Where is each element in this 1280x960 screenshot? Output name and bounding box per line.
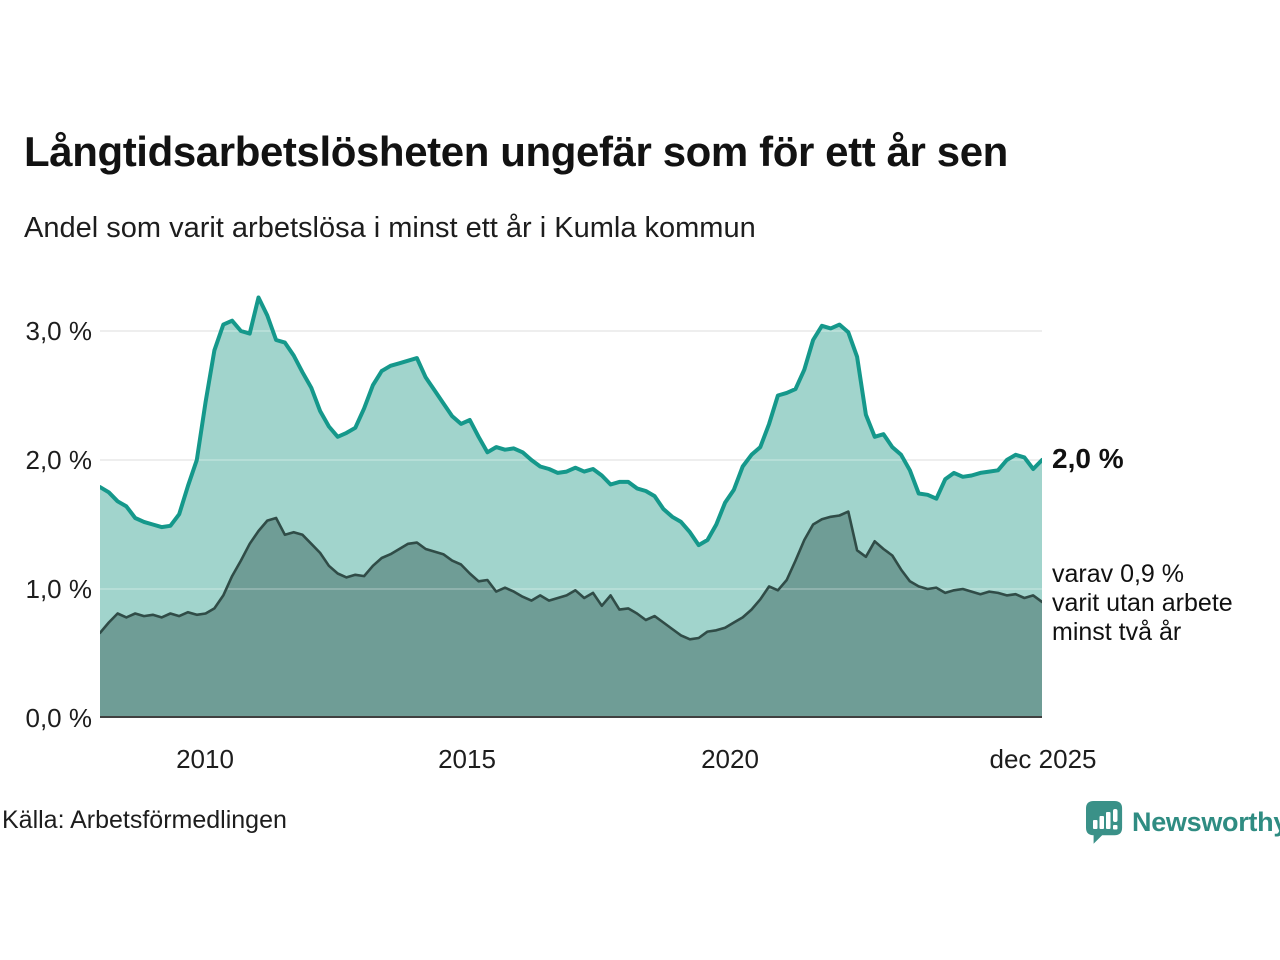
x-axis: 2010 2015 2020 dec 2025: [100, 744, 1096, 778]
y-axis: 3,0 % 2,0 % 1,0 % 0,0 %: [0, 290, 93, 733]
area-chart: [98, 295, 1044, 718]
x-tick-2010: 2010: [176, 744, 234, 774]
area-fill-two-years: [100, 511, 1042, 718]
y-tick-2: 2,0 %: [25, 445, 93, 475]
newsworthy-logo-icon: [1086, 801, 1123, 844]
page-subtitle: Andel som varit arbetslösa i minst ett å…: [24, 212, 756, 244]
x-tick-dec-2025: dec 2025: [989, 744, 1097, 774]
y-tick-1: 1,0 %: [25, 574, 93, 604]
source-note: Källa: Arbetsförmedlingen: [2, 806, 287, 834]
x-tick-2015: 2015: [438, 744, 496, 774]
two-year-note: varav 0,9 % varit utan arbete minst två …: [1052, 560, 1233, 646]
latest-value-label: 2,0 %: [1052, 443, 1124, 474]
line-one-year: [98, 295, 1044, 548]
x-tick-2020: 2020: [701, 744, 759, 774]
plot-area: [98, 290, 1044, 718]
y-tick-0: 0,0 %: [25, 703, 93, 733]
line-two-years: [98, 510, 1044, 641]
y-tick-3: 3,0 %: [25, 316, 93, 346]
page-title: Långtidsarbetslösheten ungefär som för e…: [24, 128, 1008, 175]
newsworthy-logo-text: Newsworthy: [1132, 807, 1280, 837]
newsworthy-logo: Newsworthy: [1086, 801, 1280, 847]
